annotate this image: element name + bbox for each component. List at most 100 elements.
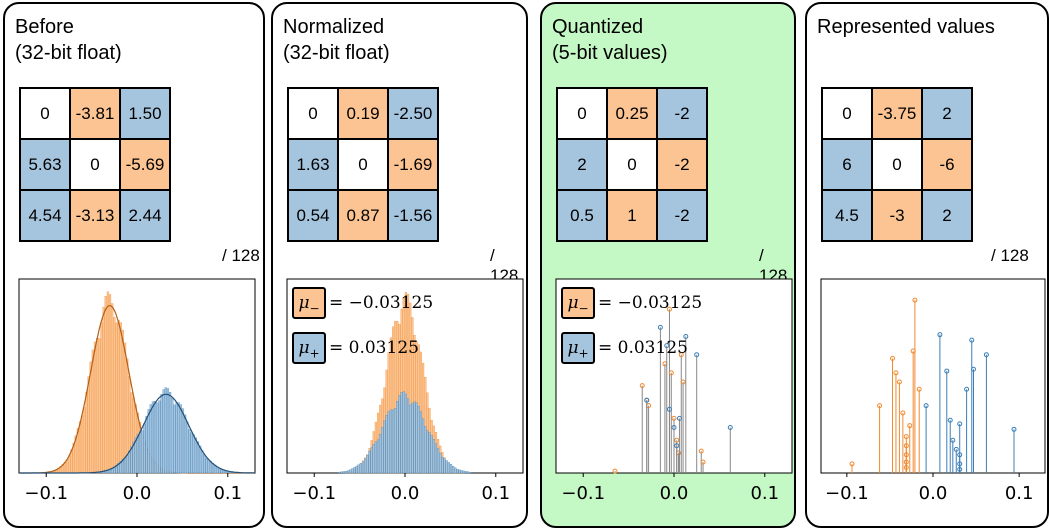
stem-marker — [903, 459, 909, 465]
panel-quantized: Quantized (5-bit values) 0 0.25 -2 2 0 -2 0.5 1… — [540, 2, 796, 528]
stem-marker — [970, 366, 976, 372]
stem-marker — [957, 421, 963, 427]
stem-marker — [903, 452, 909, 458]
histogram-bar — [353, 467, 356, 474]
histogram-bar — [398, 395, 401, 474]
stem-series-blue — [923, 332, 1017, 473]
histogram-bar — [434, 443, 438, 474]
histogram-bar — [417, 406, 420, 474]
histogram-bar — [66, 459, 69, 474]
legend-mu-plus: μ+ = 0.03125 — [561, 332, 688, 364]
histogram-bar — [173, 404, 176, 474]
matrix-cell: 4.5 — [821, 189, 873, 242]
histogram-series-blue — [338, 391, 472, 474]
histogram-bar — [359, 463, 362, 474]
histogram-bar — [381, 427, 384, 474]
matrix-cell: 2 — [921, 189, 973, 242]
histogram-bar — [158, 400, 161, 474]
stem-marker — [674, 437, 680, 443]
histogram-bar — [171, 398, 174, 474]
histogram-bar — [437, 448, 440, 474]
histogram-bar — [340, 471, 343, 474]
mu-plus-value: = 0.03125 — [598, 338, 688, 358]
fit-curve-blue — [19, 393, 255, 474]
histogram-bar — [188, 429, 191, 474]
matrix-cell: 0 — [287, 87, 339, 140]
histogram-bar — [128, 451, 131, 474]
histogram-bar — [441, 457, 444, 474]
matrix-cell: 1.50 — [119, 87, 171, 140]
histogram-bar — [389, 409, 392, 474]
histogram-bar — [175, 402, 178, 474]
x-tick-label: −0.1 — [561, 483, 605, 504]
stem-marker — [676, 415, 682, 421]
histogram-bar — [469, 471, 472, 474]
histogram-bar — [194, 437, 197, 474]
matrix-cell: -3.81 — [69, 87, 121, 140]
histogram-bar — [364, 458, 367, 474]
histogram-bar — [149, 404, 152, 474]
histogram-bar — [104, 296, 107, 474]
histogram-bar — [93, 341, 97, 474]
mu-minus-box: μ− — [292, 287, 326, 319]
stem-marker — [1011, 426, 1017, 432]
histogram-bar — [85, 392, 88, 474]
histogram-bar — [391, 409, 395, 474]
stem-series-orange — [849, 297, 922, 473]
histogram-bar — [207, 459, 210, 474]
histogram-bar — [349, 469, 352, 474]
histogram-bar — [126, 455, 129, 474]
histogram-bar — [426, 430, 429, 474]
matrix-cell: 2.44 — [119, 189, 171, 242]
histogram-bar — [409, 404, 412, 474]
weight-matrix: 0 -3.81 1.50 5.63 0 -5.69 4.54 -3.13 2.44 — [19, 87, 171, 242]
stem-marker — [727, 425, 733, 430]
histogram-bar — [100, 322, 103, 474]
stem-marker — [937, 332, 943, 338]
histogram-bar — [422, 418, 425, 474]
histogram-bar — [368, 451, 371, 474]
histogram-bar — [147, 409, 150, 474]
matrix-cell: 0.87 — [337, 189, 389, 242]
histogram-bar — [134, 437, 137, 474]
matrix-cell: -6 — [921, 138, 973, 191]
stem-marker — [890, 355, 896, 361]
histogram-bar — [186, 421, 189, 474]
histogram-bar — [89, 361, 92, 474]
matrix-cell: -3 — [871, 189, 923, 242]
matrix-cell: 2 — [921, 87, 973, 140]
histogram-bar — [462, 470, 465, 474]
histogram-bar — [68, 455, 71, 474]
panel-represented: Represented values 0 -3.75 2 6 0 -6 4.5 -3 2 / 1… — [805, 2, 1049, 528]
matrix-cell: 1.63 — [287, 138, 339, 191]
x-tick-label: 0.1 — [1005, 483, 1034, 504]
matrix-cell: 0 — [871, 138, 923, 191]
histogram-bar — [123, 342, 127, 474]
histogram-bar — [87, 376, 90, 474]
stem-marker — [923, 403, 929, 409]
histogram-bar — [419, 411, 423, 474]
legend-mu-plus: μ+ = 0.03125 — [292, 332, 419, 364]
matrix-cell: -2 — [656, 189, 708, 242]
stem-marker — [983, 352, 989, 358]
matrix-cell: -2 — [656, 138, 708, 191]
histogram-bar — [108, 294, 112, 474]
stem-marker — [694, 352, 700, 358]
x-tick-label: 0.1 — [481, 483, 510, 504]
histogram-bar — [376, 439, 380, 474]
histogram-bar — [432, 439, 435, 474]
histogram-bar — [177, 402, 180, 474]
stem-marker — [644, 397, 650, 403]
histogram-bar — [106, 291, 109, 474]
histogram-bar — [374, 441, 377, 474]
histogram-bar — [130, 446, 133, 474]
stem-marker — [849, 461, 855, 467]
histogram-bar — [402, 391, 405, 474]
stem-marker — [657, 324, 663, 330]
histogram-bar — [169, 392, 172, 474]
panel-before: Before (32-bit float) 0 -3.81 1.50 5.63 0 -5.… — [3, 2, 265, 528]
stem-marker — [700, 459, 706, 465]
histogram-bar — [203, 454, 206, 474]
x-tick-label: 0.0 — [919, 483, 948, 504]
histogram-bar — [342, 471, 345, 474]
